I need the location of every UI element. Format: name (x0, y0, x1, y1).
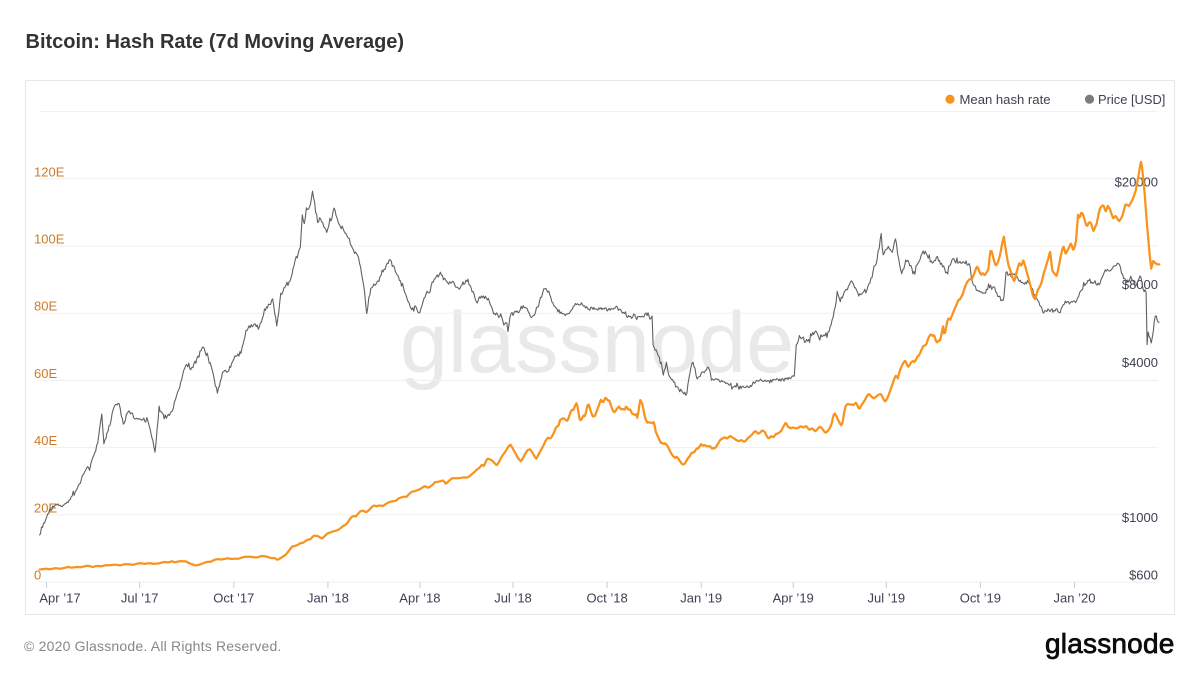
svg-text:Oct ’18: Oct ’18 (587, 591, 628, 606)
svg-text:Jan ’19: Jan ’19 (680, 591, 722, 606)
svg-text:60E: 60E (34, 366, 57, 381)
svg-text:Jul ’18: Jul ’18 (494, 591, 532, 606)
svg-text:glassnode: glassnode (400, 295, 794, 391)
svg-text:Apr ’18: Apr ’18 (399, 591, 440, 606)
svg-text:Apr ’17: Apr ’17 (39, 591, 80, 606)
svg-text:Mean hash rate: Mean hash rate (960, 92, 1051, 107)
svg-text:Oct ’19: Oct ’19 (960, 591, 1001, 606)
svg-text:Apr ’19: Apr ’19 (773, 591, 814, 606)
svg-text:100E: 100E (34, 232, 65, 247)
svg-text:Price [USD]: Price [USD] (1098, 92, 1165, 107)
svg-text:Jan ’18: Jan ’18 (307, 591, 349, 606)
svg-text:$600: $600 (1129, 567, 1158, 582)
svg-text:0: 0 (34, 568, 41, 583)
svg-text:Jan ’20: Jan ’20 (1054, 591, 1096, 606)
svg-text:Jul ’19: Jul ’19 (868, 591, 906, 606)
svg-text:Oct ’17: Oct ’17 (213, 591, 254, 606)
svg-text:40E: 40E (34, 433, 57, 448)
svg-text:$8000: $8000 (1122, 277, 1158, 292)
svg-text:120E: 120E (34, 164, 65, 179)
svg-text:20E: 20E (34, 500, 57, 515)
svg-text:$4000: $4000 (1122, 355, 1158, 370)
svg-text:$1000: $1000 (1122, 510, 1158, 525)
svg-text:80E: 80E (34, 299, 57, 314)
svg-text:Jul ’17: Jul ’17 (121, 591, 159, 606)
